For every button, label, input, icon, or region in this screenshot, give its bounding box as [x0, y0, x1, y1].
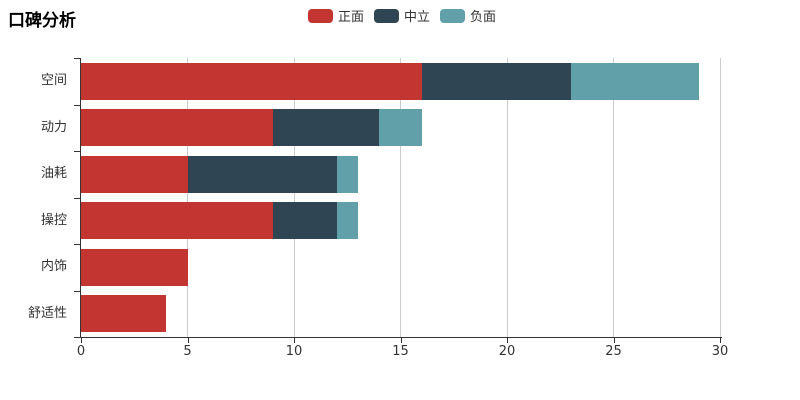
bar-row [81, 202, 720, 240]
chart-title: 口碑分析 [8, 11, 76, 31]
legend-label-negative: 负面 [470, 10, 497, 25]
y-axis-labels: 空间动力油耗操控内饰舒适性 [0, 58, 73, 337]
y-category-label: 舒适性 [27, 305, 67, 321]
gridline [613, 58, 614, 337]
y-category-label: 操控 [40, 212, 67, 228]
x-tick-label: 0 [76, 344, 86, 359]
x-tick-label: 30 [711, 344, 729, 359]
legend: 正面 中立 负面 [308, 6, 496, 25]
bar-segment[interactable] [81, 295, 167, 333]
bar-segment[interactable] [336, 155, 358, 193]
x-axis-tick [507, 338, 508, 343]
legend-item-neutral[interactable]: 中立 [374, 6, 430, 25]
legend-label-positive: 正面 [338, 10, 365, 25]
x-axis-tick [81, 338, 82, 343]
legend-label-neutral: 中立 [404, 10, 431, 25]
legend-item-negative[interactable]: 负面 [440, 6, 496, 25]
bar-row [81, 248, 720, 286]
bar-segment[interactable] [81, 62, 422, 100]
bar-row [81, 62, 720, 100]
x-tick-label: 25 [605, 344, 622, 359]
bar-segment[interactable] [81, 109, 273, 147]
bar-segment[interactable] [379, 109, 422, 147]
bar-row [81, 109, 720, 147]
bar-segment[interactable] [272, 202, 337, 240]
gridline [293, 58, 295, 337]
y-axis-tick [74, 105, 81, 106]
legend-item-positive[interactable]: 正面 [308, 6, 364, 25]
x-tick-label: 5 [183, 344, 192, 359]
y-category-label: 内饰 [40, 259, 67, 274]
plot-area [81, 58, 721, 337]
x-tick-label: 20 [498, 344, 516, 359]
y-category-label: 油耗 [40, 166, 67, 181]
y-category-label: 空间 [40, 73, 67, 88]
x-tick-label: 15 [392, 344, 409, 359]
y-axis-tick [74, 337, 81, 338]
x-axis-tick [187, 338, 189, 343]
bar-segment[interactable] [187, 155, 337, 193]
y-axis-tick [74, 244, 81, 245]
y-axis-tick [74, 291, 81, 292]
y-category-label: 动力 [40, 119, 67, 135]
y-axis-tick [74, 151, 81, 152]
x-axis-tick [400, 338, 402, 343]
bar-segment[interactable] [81, 202, 273, 240]
legend-swatch-positive-icon [308, 8, 333, 23]
legend-swatch-negative-icon [440, 8, 466, 23]
bar-segment[interactable] [336, 202, 358, 240]
x-axis-line [80, 337, 722, 338]
x-tick-label: 10 [285, 344, 303, 359]
bar-segment[interactable] [81, 155, 188, 193]
x-axis-tick [294, 338, 295, 343]
bar-row [81, 155, 720, 193]
bar-segment[interactable] [570, 62, 699, 100]
bar-segment[interactable] [81, 248, 188, 286]
bar-segment[interactable] [421, 62, 571, 100]
bar-segment[interactable] [272, 109, 380, 147]
gridline [187, 58, 188, 337]
bar-row [81, 295, 720, 333]
gridline [506, 58, 508, 337]
legend-swatch-neutral-icon [374, 8, 400, 23]
y-axis-tick [74, 198, 81, 199]
x-axis-tick [720, 338, 721, 343]
gridline [719, 58, 721, 337]
gridline [400, 58, 401, 337]
x-axis-tick [613, 338, 615, 343]
y-axis-tick [74, 58, 81, 59]
